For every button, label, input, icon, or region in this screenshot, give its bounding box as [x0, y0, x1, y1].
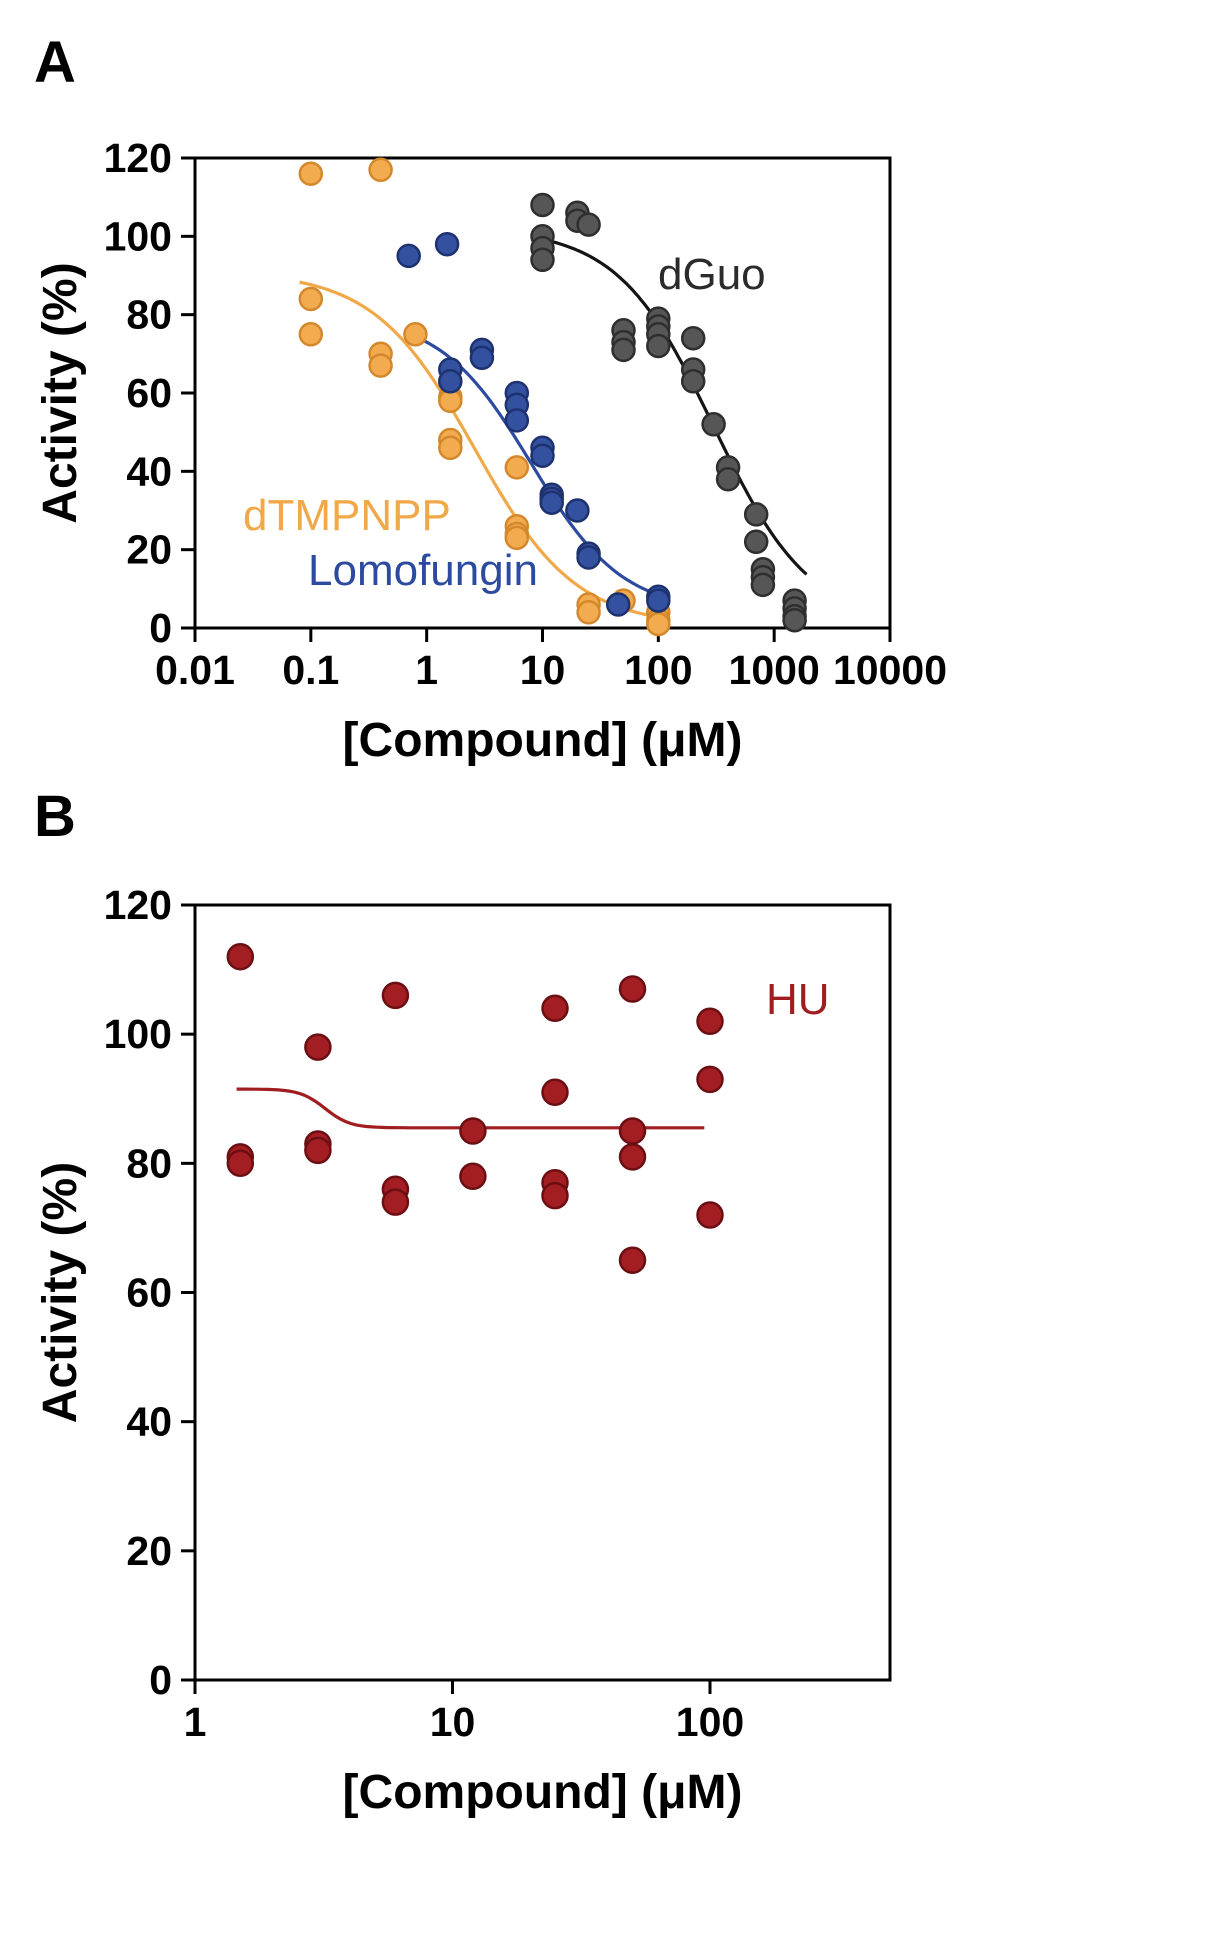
data-point	[368, 353, 393, 378]
series-dGuo	[530, 192, 807, 633]
series-Lomofungin	[396, 231, 671, 617]
data-point	[434, 231, 460, 257]
data-point	[696, 1065, 724, 1094]
data-point	[459, 1162, 487, 1191]
data-point	[541, 994, 569, 1023]
data-point	[743, 529, 769, 555]
data-point	[646, 333, 671, 359]
data-point	[298, 322, 324, 347]
y-tick-label: 120	[104, 882, 172, 928]
data-point	[530, 247, 555, 273]
x-tick-label: 100	[624, 647, 692, 693]
data-point	[381, 1188, 410, 1216]
y-tick-label: 20	[126, 1528, 172, 1574]
data-point	[459, 1117, 487, 1145]
x-tick-label: 10000	[833, 647, 947, 693]
y-tick-label: 80	[126, 292, 172, 338]
data-point	[541, 1078, 569, 1107]
x-tick-label: 1	[184, 1699, 207, 1745]
y-axis-title: Activity (%)	[34, 262, 87, 523]
panel-a-label: A	[34, 30, 76, 95]
x-tick-label: 10	[430, 1699, 476, 1745]
panel-b-label: B	[34, 784, 76, 849]
data-point	[750, 572, 776, 598]
data-point	[646, 611, 671, 637]
x-tick-label: 1	[415, 647, 438, 693]
series-label-dGuo: dGuo	[658, 250, 766, 299]
y-tick-label: 40	[126, 448, 172, 494]
data-point	[680, 325, 706, 351]
y-tick-label: 100	[104, 213, 172, 259]
x-axis-title: [Compound] (μM)	[343, 714, 743, 767]
x-tick-label: 1000	[729, 647, 820, 693]
x-axis-title: [Compound] (μM)	[343, 1766, 743, 1819]
data-point	[403, 322, 428, 347]
series-label-HU: HU	[766, 975, 830, 1024]
panel-panel-a: 0 20 40 60 80 100 120 0.01 0.1 1 10 100 1000 10000 [Co…	[34, 135, 947, 767]
x-tick-label: 100	[676, 1699, 744, 1745]
data-point	[298, 286, 324, 312]
y-tick-label: 100	[104, 1011, 172, 1057]
data-point	[541, 1181, 569, 1210]
data-point	[611, 337, 636, 363]
data-point	[226, 942, 255, 971]
x-tick-label: 0.01	[155, 647, 235, 693]
data-point	[530, 443, 555, 468]
y-tick-label: 60	[126, 1270, 172, 1316]
data-point	[605, 592, 631, 617]
y-tick-label: 0	[149, 1657, 172, 1703]
data-point	[576, 545, 601, 570]
data-point	[368, 157, 393, 183]
y-tick-label: 60	[126, 370, 172, 416]
data-point	[438, 435, 463, 461]
data-point	[696, 1007, 724, 1036]
data-point	[304, 1033, 332, 1061]
y-tick-label: 40	[126, 1399, 172, 1445]
data-point	[743, 502, 769, 527]
series-HU	[226, 942, 724, 1274]
data-point	[469, 345, 495, 371]
data-point	[381, 981, 410, 1010]
y-tick-label: 0	[149, 605, 172, 651]
y-tick-label: 20	[126, 527, 172, 573]
data-point	[539, 490, 564, 515]
data-point	[565, 498, 590, 523]
data-point	[701, 412, 726, 437]
data-point	[618, 1117, 647, 1145]
data-point	[618, 1143, 647, 1171]
series-label-Lomofungin: Lomofungin	[308, 546, 538, 595]
x-tick-label: 10	[520, 647, 566, 693]
fit-curve-dTMPNPP	[299, 280, 664, 620]
y-tick-label: 80	[126, 1140, 172, 1186]
y-tick-label: 120	[104, 135, 172, 181]
data-point	[618, 1246, 647, 1274]
data-point	[304, 1136, 332, 1165]
data-point	[298, 161, 324, 186]
data-point	[715, 466, 741, 492]
data-point	[782, 607, 807, 633]
data-point	[504, 455, 530, 480]
data-point	[504, 525, 530, 551]
data-point	[504, 408, 530, 433]
series-label-dTMPNPP: dTMPNPP	[243, 491, 451, 540]
data-point	[646, 588, 671, 613]
y-axis-title: Activity (%)	[34, 1162, 87, 1423]
data-point	[576, 212, 601, 237]
x-tick-label: 0.1	[282, 647, 339, 693]
data-point	[438, 369, 463, 394]
data-point	[530, 192, 555, 218]
data-point	[576, 600, 601, 625]
data-point	[396, 243, 421, 269]
data-point	[226, 1149, 255, 1178]
data-point	[696, 1201, 724, 1229]
data-point	[680, 369, 706, 394]
data-point	[618, 975, 647, 1003]
